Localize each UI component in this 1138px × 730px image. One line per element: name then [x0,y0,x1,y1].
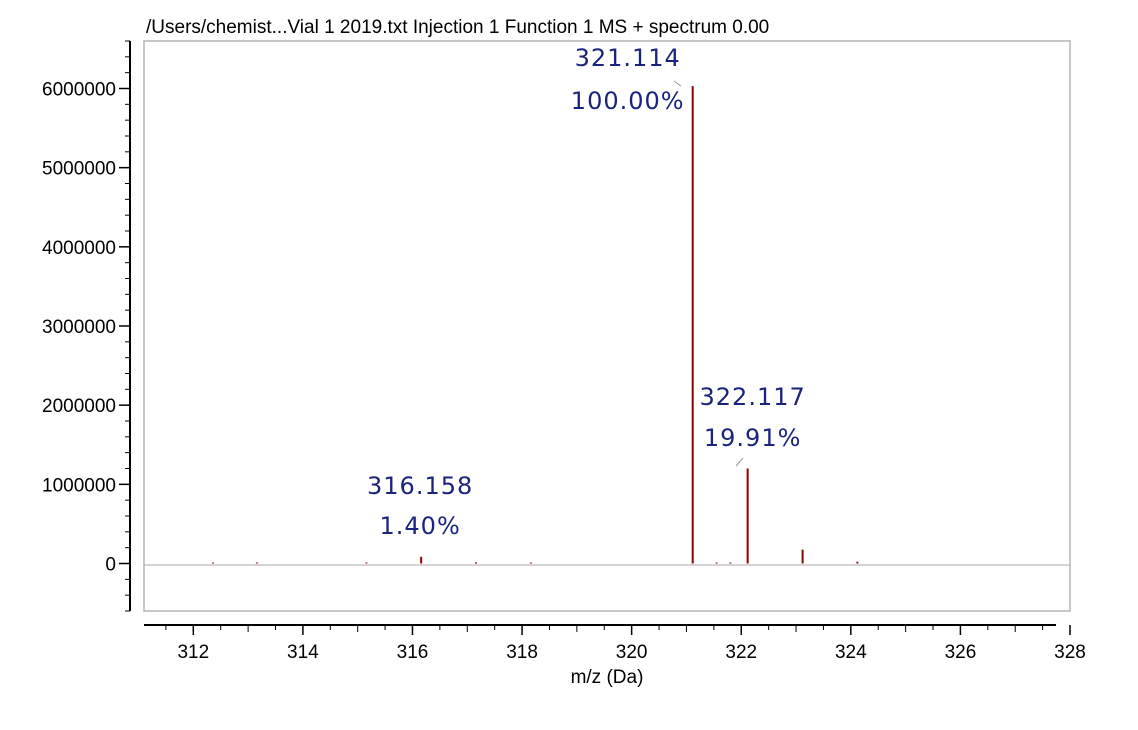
x-tick-label: 324 [835,642,867,663]
x-tick-label: 316 [397,642,429,663]
y-axis-ticks: 0 1000000 2000000 3000000 4000000 5000000 6000… [42,40,130,612]
x-tick-label: 328 [1054,642,1086,663]
x-tick-label: 314 [287,642,319,663]
peak-mz-label: 316.158 [367,472,473,500]
annotation-leader [673,80,682,87]
x-axis-label: m/z (Da) [571,667,644,688]
y-tick-label: 6000000 [42,80,116,101]
peak-percent-label: 19.91% [704,424,802,452]
x-tick-label: 312 [177,642,209,663]
y-tick-label: 1000000 [42,475,116,496]
peak-mz-label: 322.117 [700,383,806,411]
chart-title: /Users/chemist...Vial 1 2019.txt Injecti… [146,17,769,38]
peak-percent-label: 100.00% [571,87,685,115]
peak-mz-label: 321.114 [575,44,681,72]
y-tick-label: 3000000 [42,317,116,338]
x-tick-label: 318 [506,642,538,663]
x-axis-ticks: 312 314 316 318 320 322 324 326 328 [165,625,1086,663]
plot-frame [143,40,1071,612]
peak-percent-label: 1.40% [380,512,461,540]
y-tick-label: 0 [105,555,116,576]
y-tick-label: 5000000 [42,159,116,180]
y-tick-label: 4000000 [42,238,116,259]
x-tick-label: 326 [945,642,977,663]
annotation-leader [735,457,744,467]
y-tick-label: 2000000 [42,396,116,417]
peak-annotations: 316.158 1.40% 321.114 100.00% 322.117 19.91% [367,44,806,540]
x-tick-label: 320 [616,642,648,663]
spectrum-peaks [212,86,859,564]
x-tick-label: 322 [725,642,757,663]
